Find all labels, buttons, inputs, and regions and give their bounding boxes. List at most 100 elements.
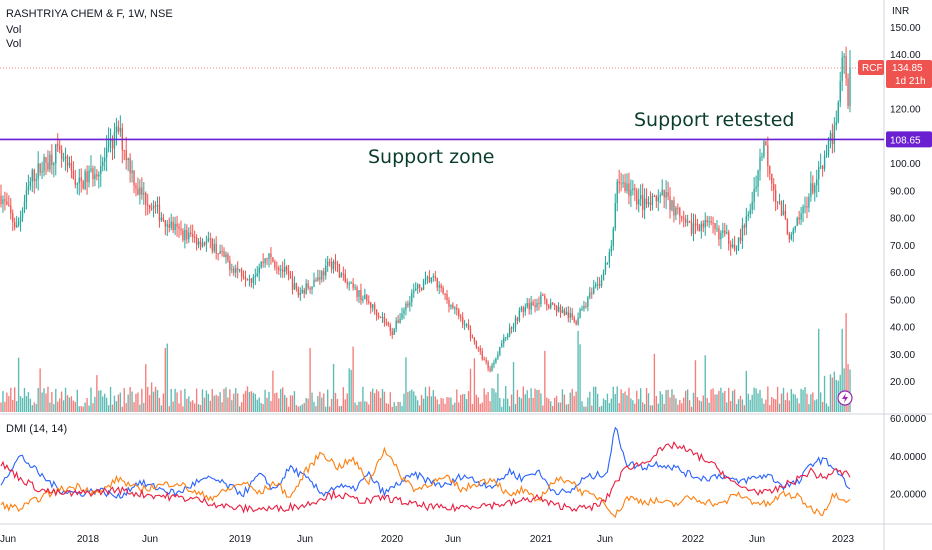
candle-body <box>348 283 350 285</box>
candle-body <box>706 220 708 223</box>
volume-bar <box>160 405 163 412</box>
volume-bar <box>280 389 282 412</box>
volume-bar <box>72 400 75 412</box>
candle-body <box>751 201 753 210</box>
volume-bar <box>497 373 499 412</box>
candle-body <box>784 210 787 219</box>
time-tick: Jun <box>142 534 158 545</box>
volume-bar <box>276 392 278 412</box>
volume-bar <box>6 392 8 412</box>
candle-body <box>53 163 55 165</box>
volume-bar <box>203 397 206 412</box>
volume-bar <box>663 403 665 412</box>
candle-body <box>19 217 22 222</box>
volume-bar <box>327 389 329 412</box>
volume-bar <box>53 404 55 412</box>
dmi-tick: 20.0000 <box>890 490 927 501</box>
volume-bar <box>577 330 579 412</box>
volume-bar <box>796 398 798 412</box>
volume-bar <box>111 404 114 412</box>
candle-body <box>319 277 321 280</box>
candle-body <box>209 238 211 240</box>
volume-bar <box>700 401 703 412</box>
volume-bar <box>283 394 286 412</box>
volume-bar <box>731 390 734 412</box>
price-tick: 90.00 <box>890 186 915 197</box>
candle-body <box>276 267 278 269</box>
candle-body <box>823 155 826 169</box>
candle-body <box>759 157 761 171</box>
volume-bar <box>184 388 186 412</box>
candle-body <box>150 208 153 210</box>
volume-bar <box>150 382 153 412</box>
volume-bar <box>604 399 607 412</box>
candle-body <box>246 279 249 281</box>
candle-body <box>454 307 456 309</box>
volume-bar <box>237 393 239 412</box>
volume-bar <box>454 402 456 412</box>
volume-bar <box>100 390 102 412</box>
volume-bar <box>233 393 235 412</box>
volume-bar <box>505 386 507 412</box>
candle-body <box>595 284 597 287</box>
candle-body <box>154 205 157 207</box>
volume-bar <box>741 399 744 412</box>
candle-body <box>131 170 133 174</box>
volume-bar <box>90 387 92 412</box>
candle-body <box>438 285 440 288</box>
candle-body <box>626 183 628 192</box>
volume-bar <box>473 358 476 412</box>
volume-bar <box>698 400 701 412</box>
volume-bar <box>109 386 112 412</box>
candle-body <box>422 280 425 290</box>
volume-bar <box>528 398 530 412</box>
candle-body <box>51 154 53 165</box>
candle-body <box>205 241 208 245</box>
volume-bar <box>694 360 697 412</box>
candle-body <box>649 202 652 206</box>
candle-body <box>31 169 33 182</box>
candle-body <box>506 335 509 338</box>
candle-body <box>139 187 141 195</box>
candle-body <box>86 171 88 183</box>
candle-body <box>675 207 677 216</box>
candle-body <box>665 192 667 198</box>
volume-bar <box>19 396 22 412</box>
candle-body <box>718 228 720 240</box>
volume-bar <box>180 390 182 412</box>
volume-bar <box>788 400 791 412</box>
volume-bar <box>340 405 343 412</box>
candle-body <box>148 205 151 209</box>
candle-body <box>39 163 41 173</box>
time-tick: 2018 <box>77 534 100 545</box>
candle-body <box>444 293 446 295</box>
volume-bar <box>825 403 828 412</box>
volume-bar <box>512 362 515 412</box>
candle-body <box>508 327 511 336</box>
candlesticks <box>0 46 851 373</box>
volume-bar <box>356 405 358 412</box>
price-tick: 120.00 <box>890 105 921 116</box>
volume-bar <box>37 387 39 412</box>
candle-body <box>495 358 497 363</box>
candle-body <box>256 273 258 276</box>
volume-bar <box>800 388 802 412</box>
volume-bar <box>45 393 47 412</box>
candle-body <box>800 213 802 220</box>
candle-body <box>491 364 493 371</box>
candle-body <box>186 230 188 240</box>
volume-bar <box>86 398 88 412</box>
volume-bar <box>354 402 356 412</box>
volume-bar <box>172 401 174 412</box>
volume-bar <box>773 398 775 412</box>
candle-body <box>818 167 820 180</box>
candle-body <box>358 290 360 297</box>
candle-body <box>88 170 90 183</box>
candle-body <box>761 156 763 158</box>
volume-bar <box>463 394 466 412</box>
volume-bar <box>814 400 816 412</box>
candle-body <box>303 289 305 294</box>
candle-body <box>432 276 435 278</box>
candle-body <box>702 223 704 228</box>
